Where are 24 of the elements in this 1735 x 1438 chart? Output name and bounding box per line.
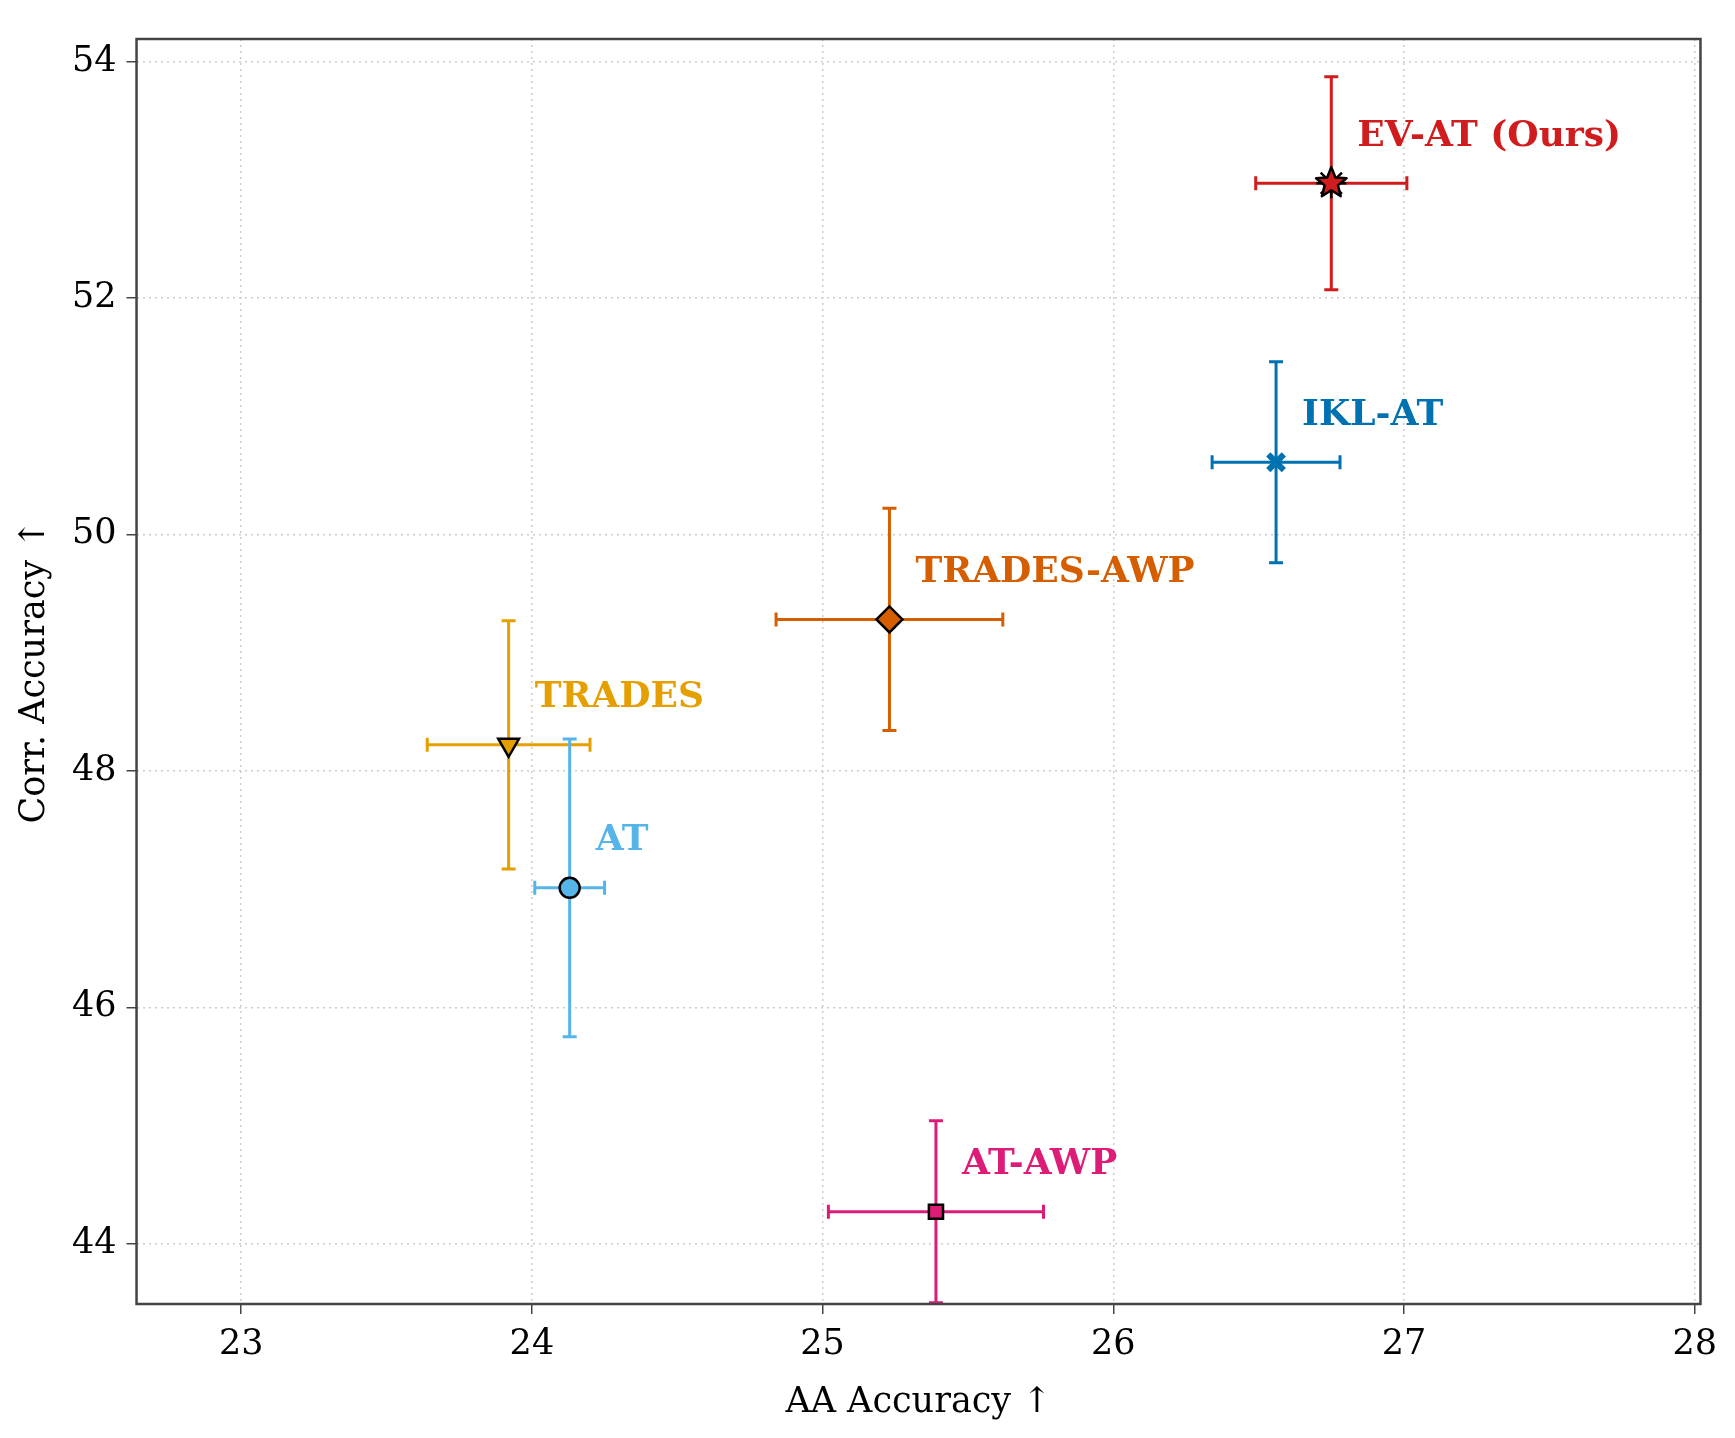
series-label: AT-AWP [960,1140,1118,1183]
point [875,605,904,634]
x-axis-title: AA Accuracy ↑ [784,1380,1052,1421]
y-tick-label: 48 [71,747,117,788]
y-tick-label: 54 [71,38,117,79]
x-tick-label: 25 [800,1322,845,1363]
series-label: AT [594,816,649,859]
y-tick-label: 50 [71,511,117,552]
x-tick-label: 27 [1381,1322,1427,1363]
series-label: TRADES [534,673,704,716]
x-tick-label: 24 [509,1322,555,1363]
y-axis-title: Corr. Accuracy ↑ [12,519,53,824]
point [558,876,581,900]
y-tick-label: 52 [71,275,117,315]
series-label: TRADES-AWP [915,547,1195,590]
series-label: EV-AT (Ours) [1357,111,1622,154]
point [1265,451,1287,474]
series-label: IKL-AT [1302,390,1444,433]
y-tick-label: 46 [71,984,117,1025]
x-tick-label: 23 [218,1322,264,1363]
x-tick-label: 26 [1091,1322,1136,1363]
x-tick-label: 28 [1672,1322,1717,1363]
y-tick-label: 44 [71,1220,117,1261]
point [927,1203,945,1221]
